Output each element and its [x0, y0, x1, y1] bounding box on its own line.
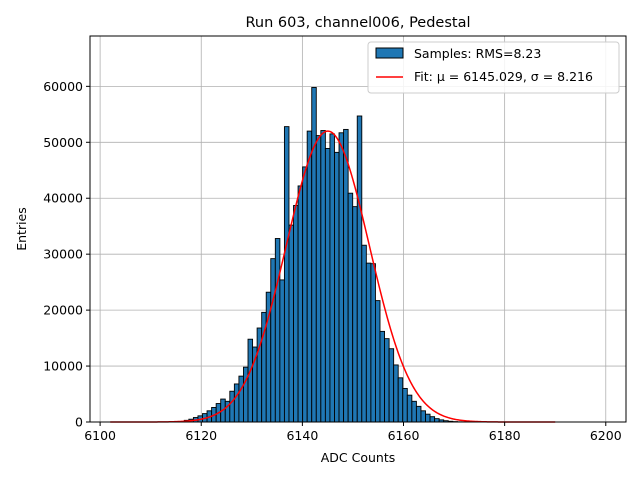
histogram-bar — [393, 364, 399, 423]
y-axis-label: Entries — [14, 207, 29, 251]
histogram-bar — [238, 375, 244, 423]
histogram-bar — [311, 87, 317, 423]
x-tick-label: 6180 — [489, 428, 521, 443]
y-tick-label: 0 — [75, 415, 83, 430]
histogram-bar — [270, 258, 276, 423]
histogram-bar — [402, 387, 408, 423]
histogram-bar — [229, 390, 235, 423]
histogram-bar — [324, 147, 331, 423]
x-tick-label: 6120 — [185, 428, 217, 443]
legend-box — [367, 41, 620, 94]
histogram-bar — [274, 238, 281, 423]
histogram-bar — [247, 338, 254, 423]
histogram-bar — [293, 205, 299, 423]
legend-fit-label: Fit: μ = 6145.029, σ = 8.216 — [414, 69, 593, 84]
histogram-bar — [406, 394, 413, 423]
y-tick-label: 30000 — [43, 247, 83, 262]
x-tick-label: 6100 — [84, 428, 116, 443]
x-tick-label: 6140 — [286, 428, 318, 443]
y-tick-label: 50000 — [43, 135, 83, 150]
histogram-bar — [425, 413, 431, 423]
histogram-bar — [334, 151, 340, 423]
histogram-bar — [233, 383, 240, 423]
histogram-bar — [384, 338, 390, 423]
histogram-bar — [370, 263, 376, 423]
histogram-bar — [411, 400, 417, 423]
y-tick-label: 20000 — [43, 303, 83, 318]
histogram-bar — [429, 416, 436, 423]
histogram-bar — [320, 130, 326, 423]
legend-samples-label: Samples: RMS=8.23 — [414, 46, 541, 61]
y-tick-label: 10000 — [43, 359, 83, 374]
y-tick-label: 40000 — [43, 191, 83, 206]
plot-frame — [89, 35, 627, 423]
histogram-bar — [434, 418, 440, 423]
histogram-bar — [374, 300, 381, 423]
legend: Samples: RMS=8.23 Fit: μ = 6145.029, σ =… — [367, 41, 620, 94]
histogram-bar — [306, 130, 313, 423]
y-tick-label: 60000 — [43, 79, 83, 94]
x-axis-label: ADC Counts — [321, 450, 396, 465]
histogram-bar — [297, 185, 304, 423]
chart-title: Run 603, channel006, Pedestal — [245, 15, 470, 31]
histogram-bar — [315, 135, 322, 423]
legend-samples-swatch — [375, 47, 404, 59]
y-axis-ticks: 0 10000 20000 30000 40000 50000 60000 — [43, 79, 90, 430]
histogram-bar — [365, 262, 372, 423]
histogram-bar — [283, 126, 290, 423]
x-axis-ticks: 6100 6120 6140 6160 6180 6200 — [84, 422, 622, 443]
histogram-bar — [347, 192, 354, 423]
x-tick-label: 6200 — [590, 428, 622, 443]
histogram-bar — [420, 410, 426, 423]
histogram-bar — [329, 133, 335, 423]
histogram-bar — [356, 115, 363, 423]
histogram-bar — [379, 330, 385, 423]
x-tick-label: 6160 — [388, 428, 420, 443]
histogram-bar — [415, 405, 422, 423]
histogram-bar — [338, 132, 345, 423]
histogram-bar — [388, 348, 395, 423]
histogram-bar — [361, 244, 367, 423]
histogram-bar — [243, 366, 249, 423]
histogram-bar — [288, 224, 294, 423]
histogram-bar — [397, 377, 404, 423]
histogram-bar — [352, 206, 358, 423]
histogram-bar — [302, 166, 308, 423]
histogram-bar — [343, 128, 349, 423]
histogram-bar — [279, 279, 285, 423]
